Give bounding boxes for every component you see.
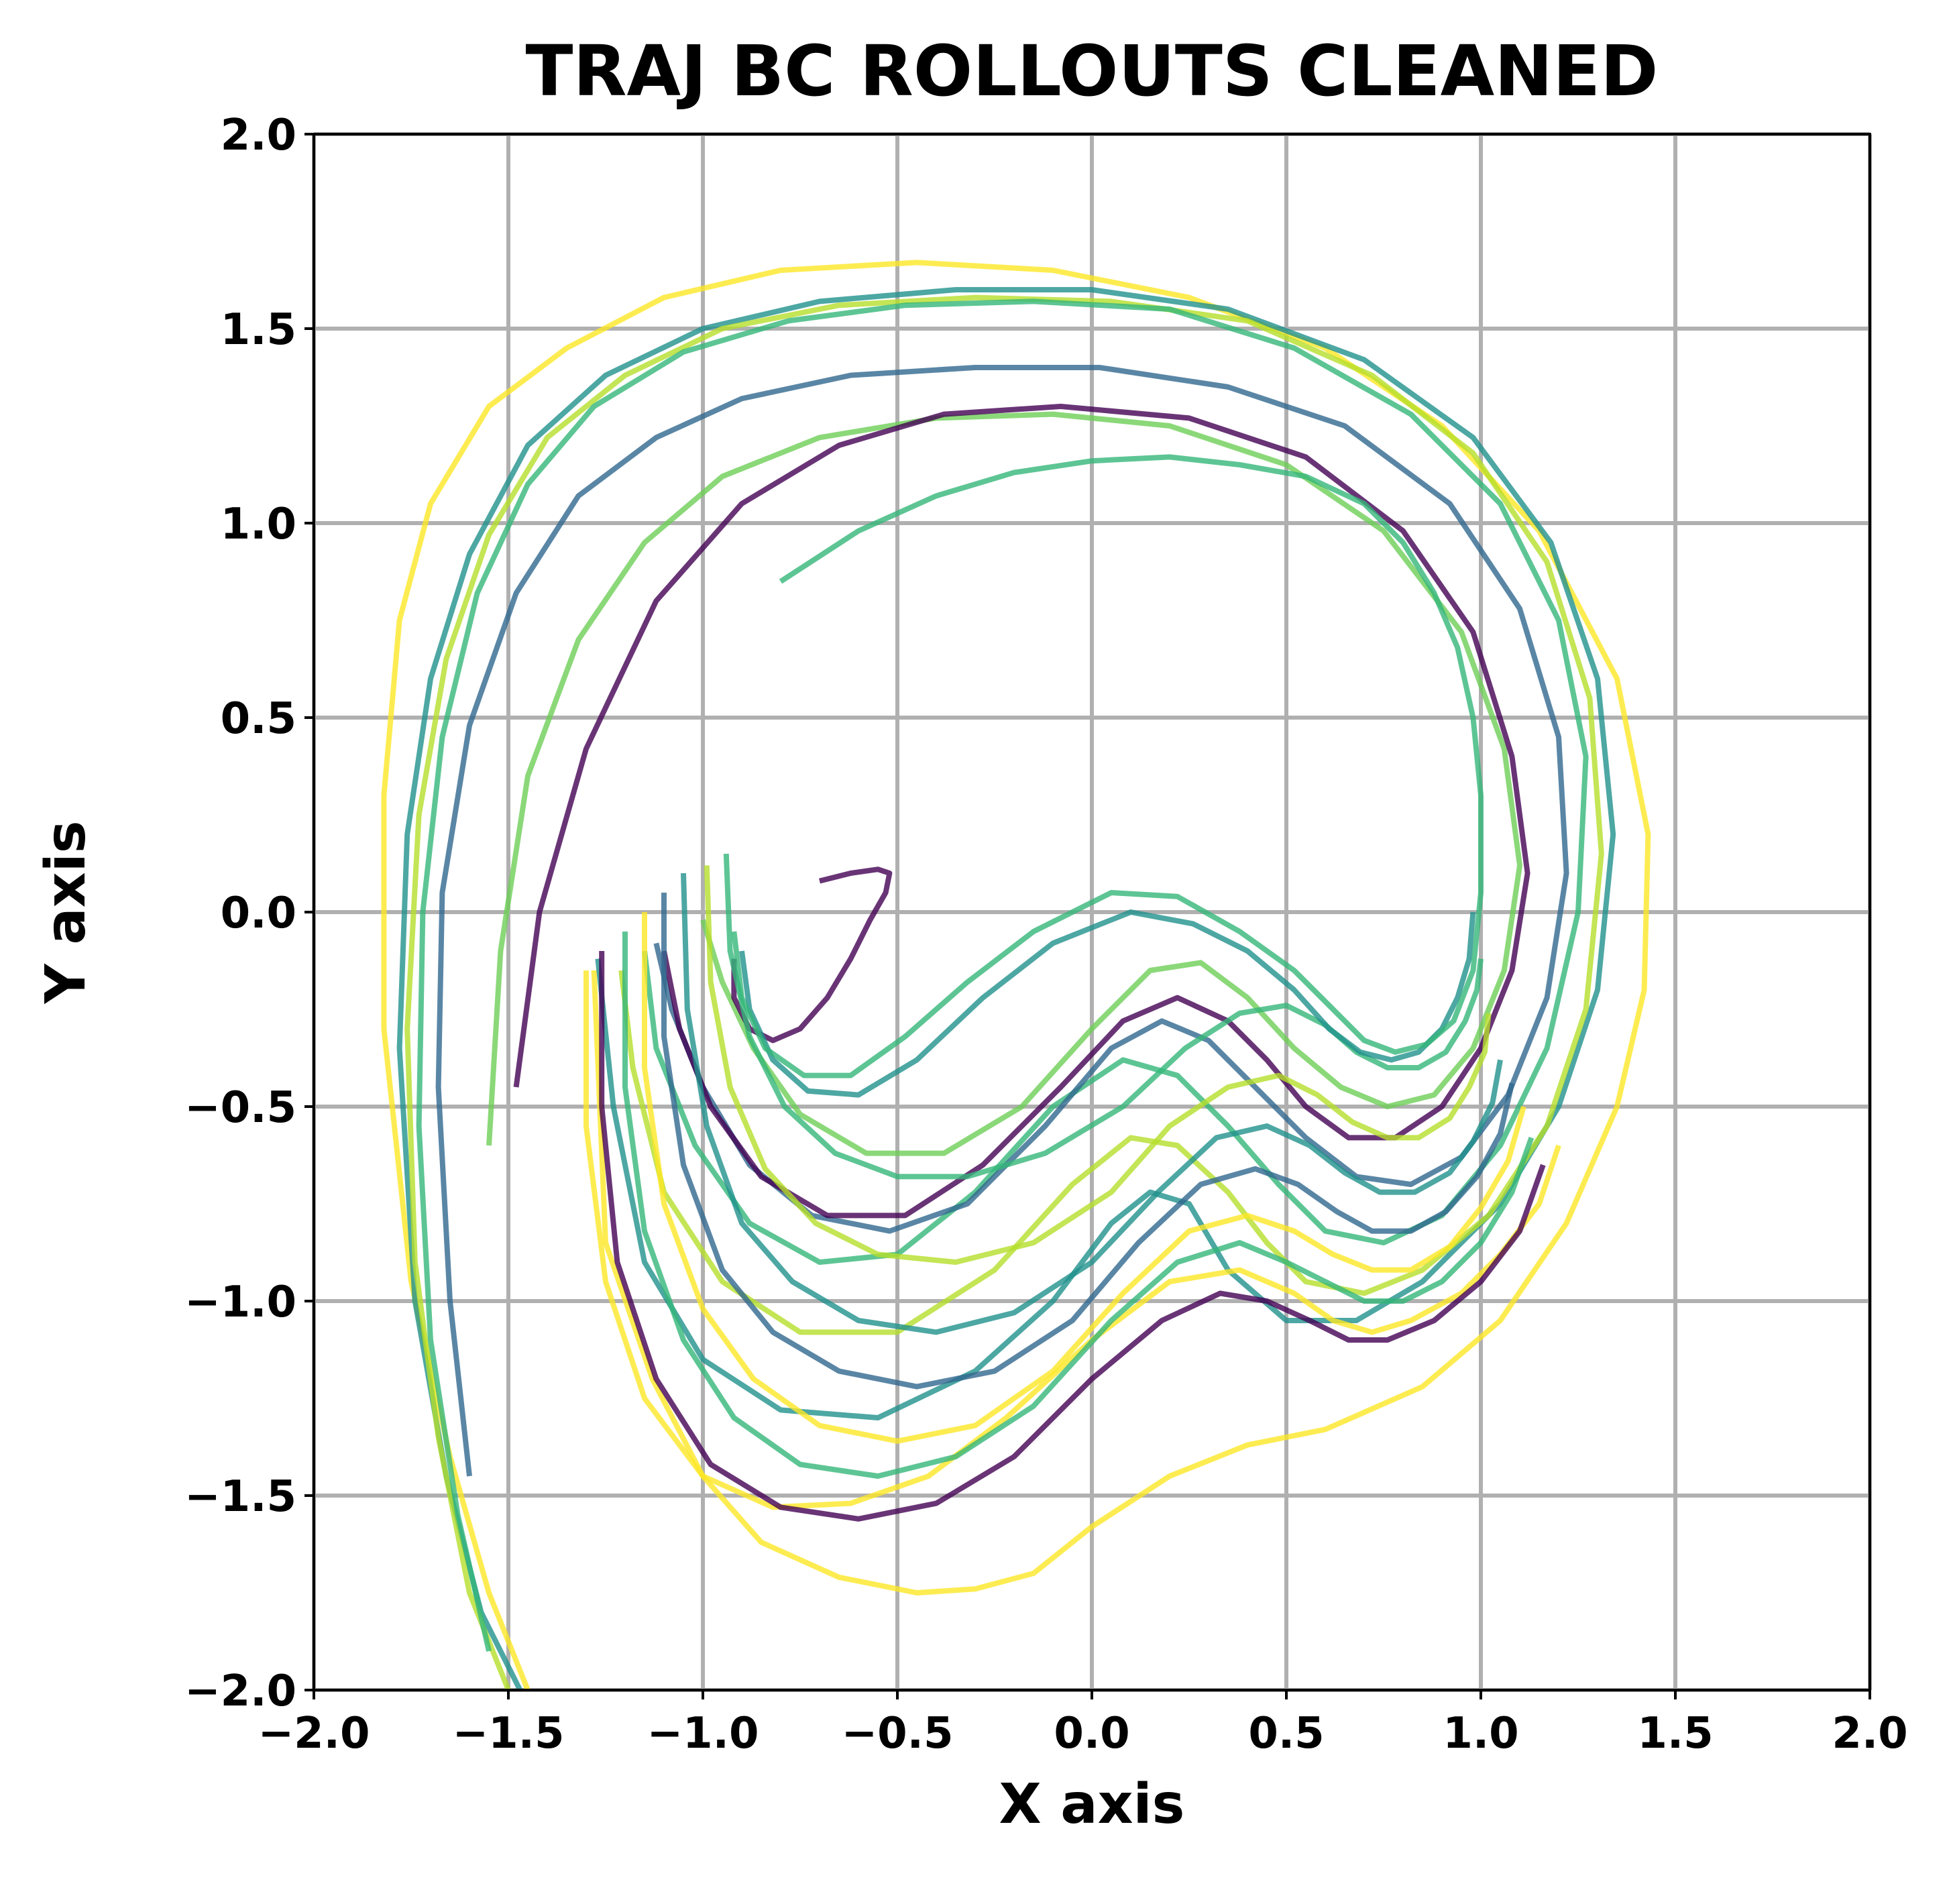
trajectory-line-14: [681, 873, 1503, 1335]
y-axis-label: Y axis: [34, 820, 98, 1004]
y-tick-label: 0.5: [221, 694, 296, 744]
x-tick-label: 1.5: [1637, 1709, 1713, 1758]
trajectory-line-13: [661, 893, 1515, 1390]
y-tick-label: −1.0: [184, 1278, 296, 1327]
x-tick-label: 2.0: [1832, 1709, 1907, 1758]
x-tick-labels: −2.0 −1.5 −1.0 −0.5 0.0 0.5 1.0 1.5 2.0: [258, 1709, 1908, 1758]
x-tick-label: −1.0: [647, 1709, 759, 1758]
y-tick-label: 0.0: [221, 889, 296, 938]
y-tick-label: −1.5: [184, 1472, 296, 1522]
y-tick-label: 1.5: [221, 305, 296, 355]
chart-title: TRAJ BC ROLLOUTS CLEANED: [526, 30, 1659, 112]
x-tick-label: 0.5: [1248, 1709, 1324, 1758]
trajectory-line-6: [486, 411, 1522, 1156]
x-tick-label: −2.0: [258, 1709, 370, 1758]
x-tick-label: 1.0: [1443, 1709, 1518, 1758]
trajectory-line-5: [435, 365, 1569, 1477]
x-axis-label: X axis: [999, 1773, 1185, 1836]
y-tick-label: −2.0: [184, 1667, 296, 1716]
trajectory-line-2: [396, 287, 1616, 1690]
trajectory-line-7: [513, 404, 1530, 1219]
trajectory-line-11: [622, 932, 1535, 1479]
y-tick-labels: −2.0 −1.5 −1.0 −0.5 0.0 0.5 1.0 1.5 2.0: [184, 111, 296, 1716]
trajectory-line-15: [704, 865, 1492, 1265]
trajectory-series: [381, 260, 1651, 1690]
trajectory-line-12: [642, 912, 1526, 1444]
trajectory-line-9: [583, 970, 1561, 1510]
trajectory-line-16: [723, 853, 1484, 1180]
y-tick-label: 1.0: [221, 500, 296, 549]
x-tick-label: 0.0: [1054, 1709, 1129, 1758]
trajectory-line-3: [404, 294, 1604, 1690]
y-tick-label: −0.5: [184, 1083, 296, 1133]
x-tick-label: −0.5: [842, 1709, 954, 1758]
trajectory-line-18: [731, 454, 1484, 1078]
trajectory-line-10: [599, 951, 1546, 1522]
y-tick-label: 2.0: [221, 111, 296, 160]
x-tick-label: −1.5: [453, 1709, 565, 1758]
trajectory-line-4: [416, 298, 1589, 1652]
trajectory-line-1: [381, 260, 1651, 1690]
tick-marks: [304, 133, 1871, 1699]
